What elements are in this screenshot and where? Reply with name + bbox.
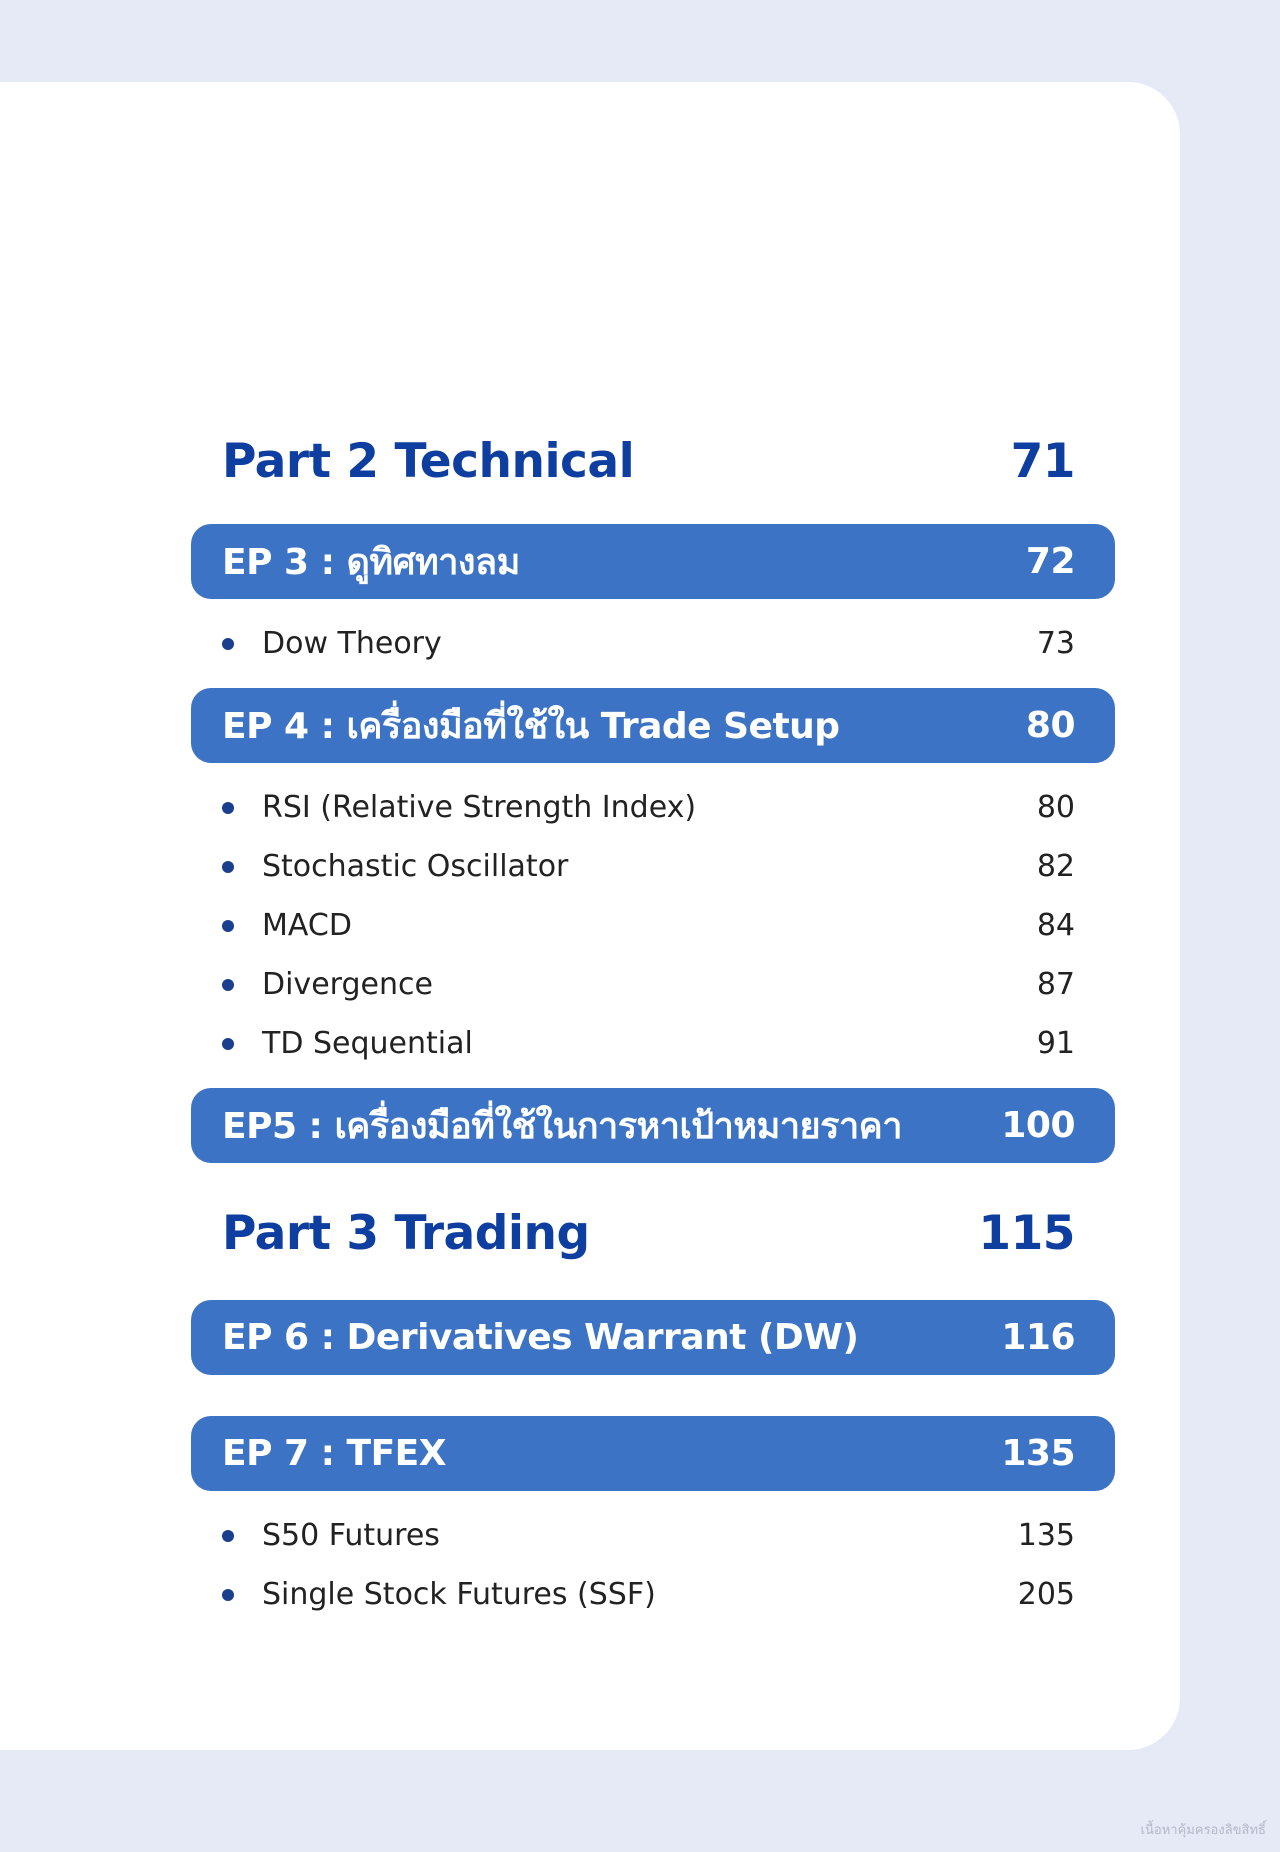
item-page: 205 (1017, 1577, 1075, 1612)
item-label: Dow Theory (262, 626, 442, 661)
list-item[interactable]: Divergence 87 (191, 955, 1115, 1014)
ep-6-title: EP 6 : Derivatives Warrant (DW) (222, 1317, 859, 1358)
ep-5-page: 100 (1001, 1105, 1075, 1146)
list-item[interactable]: TD Sequential 91 (191, 1014, 1115, 1073)
item-page: 87 (1036, 967, 1075, 1002)
list-item[interactable]: Single Stock Futures (SSF) 205 (191, 1565, 1115, 1624)
ep-4-title: EP 4 : เครื่องมือที่ใช้ใน Trade Setup (222, 706, 840, 747)
ep-3-page: 72 (1025, 541, 1076, 582)
item-page: 84 (1036, 908, 1075, 943)
ep-7-page: 135 (1001, 1433, 1075, 1474)
ep-5-bar[interactable]: EP5 : เครื่องมือที่ใช้ในการหาเป้าหมายราค… (191, 1088, 1115, 1163)
bullet-icon (222, 860, 234, 873)
item-page: 82 (1036, 849, 1075, 884)
item-label: Stochastic Oscillator (262, 849, 569, 884)
ep-7-items: S50 Futures 135 Single Stock Futures (SS… (191, 1506, 1115, 1624)
item-label: S50 Futures (262, 1518, 440, 1553)
item-page: 135 (1017, 1518, 1075, 1553)
ep-7-bar[interactable]: EP 7 : TFEX 135 (191, 1416, 1115, 1491)
ep-3-bar[interactable]: EP 3 : ดูทิศทางลม 72 (191, 524, 1115, 599)
bullet-icon (222, 637, 234, 650)
content-card: Part 2 Technical 71 EP 3 : ดูทิศทางลม 72… (0, 82, 1180, 1750)
part-2-page: 71 (1010, 433, 1076, 489)
item-label: MACD (262, 908, 352, 943)
item-page: 73 (1036, 626, 1075, 661)
part-2-title: Part 2 Technical (222, 433, 635, 489)
item-label: TD Sequential (262, 1026, 473, 1061)
item-label: RSI (Relative Strength Index) (262, 790, 697, 825)
bullet-icon (222, 1529, 234, 1542)
part-3-heading[interactable]: Part 3 Trading 115 (191, 1199, 1115, 1267)
list-item[interactable]: S50 Futures 135 (191, 1506, 1115, 1565)
bullet-icon (222, 1037, 234, 1050)
bullet-icon (222, 1588, 234, 1601)
ep-3-items: Dow Theory 73 (191, 614, 1115, 673)
ep-4-items: RSI (Relative Strength Index) 80 Stochas… (191, 778, 1115, 1073)
part-2-heading[interactable]: Part 2 Technical 71 (191, 427, 1115, 495)
ep-6-bar[interactable]: EP 6 : Derivatives Warrant (DW) 116 (191, 1300, 1115, 1375)
bullet-icon (222, 978, 234, 991)
ep-7-title: EP 7 : TFEX (222, 1433, 447, 1474)
list-item[interactable]: RSI (Relative Strength Index) 80 (191, 778, 1115, 837)
item-page: 80 (1036, 790, 1075, 825)
ep-6-page: 116 (1001, 1317, 1075, 1358)
table-of-contents: Part 2 Technical 71 EP 3 : ดูทิศทางลม 72… (191, 427, 1115, 1624)
ep-4-page: 80 (1025, 705, 1076, 746)
list-item[interactable]: Stochastic Oscillator 82 (191, 837, 1115, 896)
item-page: 91 (1036, 1026, 1075, 1061)
ep-4-bar[interactable]: EP 4 : เครื่องมือที่ใช้ใน Trade Setup 80 (191, 688, 1115, 763)
part-3-page: 115 (978, 1205, 1075, 1261)
ep-5-title: EP5 : เครื่องมือที่ใช้ในการหาเป้าหมายราค… (222, 1106, 902, 1147)
bullet-icon (222, 801, 234, 814)
part-3-title: Part 3 Trading (222, 1205, 590, 1261)
bullet-icon (222, 919, 234, 932)
item-label: Single Stock Futures (SSF) (262, 1577, 656, 1612)
list-item[interactable]: MACD 84 (191, 896, 1115, 955)
item-label: Divergence (262, 967, 433, 1002)
ep-3-title: EP 3 : ดูทิศทางลม (222, 542, 520, 583)
copyright-watermark: เนื้อหาคุ้มครองลิขสิทธิ์ (1140, 1823, 1266, 1838)
list-item[interactable]: Dow Theory 73 (191, 614, 1115, 673)
